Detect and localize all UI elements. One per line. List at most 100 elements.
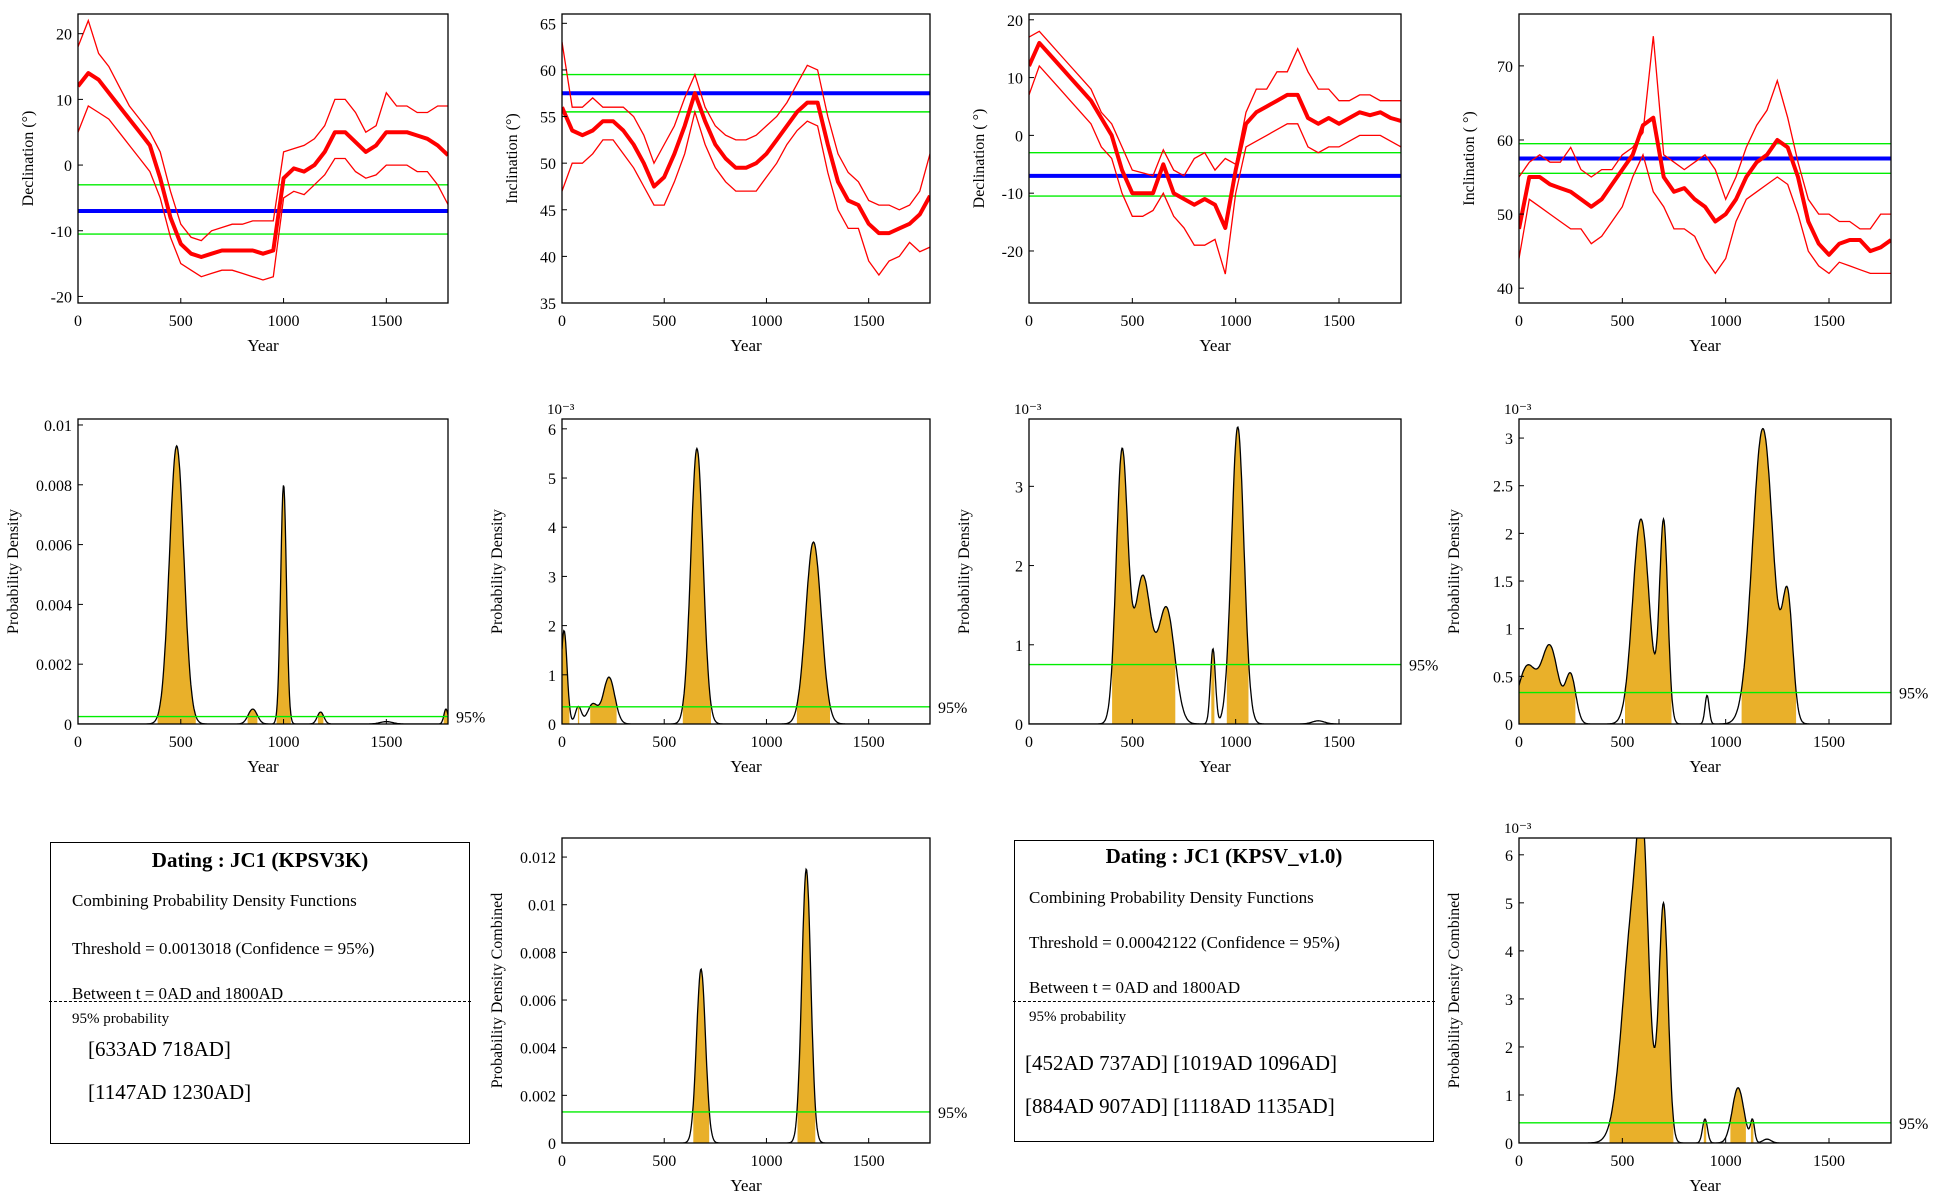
x-tick-label: 500 [1610,734,1634,751]
probability-area [157,445,196,724]
exponent-label: 10⁻³ [1504,402,1532,418]
probability-area [1519,644,1576,724]
y-tick-label: 50 [1497,207,1513,224]
x-tick-label: 1500 [1813,734,1845,751]
y-tick-label: 1 [1015,638,1023,655]
panel-line-method: Combining Probability Density Functions [1029,888,1314,907]
y-tick-label: 3 [1505,431,1513,448]
y-axis-label: Inclination (°) [504,113,521,203]
y-tick-label: 45 [540,203,556,220]
axes-frame [1518,418,1892,725]
x-tick-label: 500 [652,734,676,751]
y-tick-label: 1.5 [1493,574,1513,591]
y-tick-label: -10 [51,224,72,241]
panel-prob-label: 95% probability [1029,1009,1127,1025]
x-tick-label: 1500 [1323,734,1355,751]
threshold-label: 95% [456,710,485,727]
y-tick-label: 0 [64,717,72,734]
x-tick-label: 0 [74,313,82,330]
chart-pdf-3: 95% 10⁻³ 0 500 1000 1500 0 1 2 3 Year Probability D… [956,402,1438,776]
x-axis-label: Year [1199,336,1231,355]
axes-frame [561,418,931,725]
mean-curve [562,91,930,236]
panel-line-threshold: Threshold = 0.00042122 (Confidence = 95%… [1029,933,1340,952]
panel-interval: [633AD 718AD] [88,1037,231,1061]
x-tick-label: 1500 [1813,1153,1845,1170]
x-tick-label: 1000 [268,734,300,751]
x-tick-label: 500 [652,1153,676,1170]
x-tick-label: 1500 [853,1153,885,1170]
axes-frame [1518,837,1892,1144]
upper-envelope [78,18,448,242]
dating-panel-kpsv3k: Dating : JC1 (KPSV3K) Combining Probabil… [49,842,471,1144]
y-tick-label: 20 [1007,13,1023,30]
probability-area [577,706,580,724]
plot-area [562,446,930,724]
panel-line-range: Between t = 0AD and 1800AD [1029,978,1241,997]
x-tick-label: 500 [169,734,193,751]
threshold-label: 95% [1899,686,1928,703]
y-axis-label: Probability Density [5,509,22,634]
chart-incl-1: 0 500 1000 1500 35 40 45 50 55 60 65 Year Inclinatio… [504,13,931,355]
x-axis-label: Year [1689,1176,1721,1195]
y-tick-label: 0.002 [520,1088,556,1105]
y-tick-label: 2 [548,619,556,636]
panel-interval: [452AD 737AD] [1019AD 1096AD] [1025,1051,1338,1075]
y-tick-label: 20 [56,27,72,44]
threshold-label: 95% [1409,658,1438,675]
plot-area [1029,425,1401,724]
chart-decl-1: 0 500 1000 1500 -20 -10 0 10 20 Year Declination (… [20,13,449,355]
density-curve [78,444,448,724]
x-tick-label: 1500 [853,734,885,751]
chart-comb-1: 95% 0 500 1000 1500 0 0.002 0.004 0.006 0.008 0.01… [489,837,967,1195]
x-tick-label: 0 [1515,313,1523,330]
y-axis-label: Declination (°) [20,111,37,207]
y-axis-label: Declination ( °) [971,109,988,209]
y-tick-label: 0.002 [36,657,72,674]
panel-line-method: Combining Probability Density Functions [72,891,357,910]
y-tick-label: 60 [1497,133,1513,150]
x-tick-label: 1000 [750,1153,782,1170]
y-tick-label: 70 [1497,59,1513,76]
y-tick-label: 0 [548,717,556,734]
chart-pdf-4: 95% 10⁻³ 0 500 1000 1500 0 0.5 1 1.5 2 2.5 3 Year Prob… [1446,402,1928,776]
chart-pdf-2: 95% 10⁻³ 0 500 1000 1500 0 1 2 3 4 5 6 Year Probabilit… [489,402,967,776]
y-tick-label: 2.5 [1493,479,1513,496]
x-axis-label: Year [1689,757,1721,776]
probability-area [1609,838,1674,1143]
y-tick-label: 2 [1505,1040,1513,1057]
x-tick-label: 1500 [1323,313,1355,330]
x-tick-label: 1500 [370,313,402,330]
probability-area [562,630,570,724]
plot-area [78,444,448,724]
plot-area [562,867,930,1143]
mean-curve [78,71,448,259]
x-tick-label: 1000 [1220,313,1252,330]
y-tick-label: 5 [548,471,556,488]
y-axis-label: Probability Density [1446,509,1463,634]
x-tick-label: 0 [1025,734,1033,751]
y-tick-label: 0.004 [36,597,72,614]
probability-area [590,677,617,724]
probability-area [1703,1119,1707,1143]
probability-area [1211,648,1215,724]
plot-area [1029,30,1401,275]
y-tick-label: 1 [1505,622,1513,639]
panel-divider [1013,1001,1435,1002]
y-tick-label: 4 [548,520,556,537]
x-axis-label: Year [730,757,762,776]
probability-area [317,712,324,724]
lower-envelope [1029,64,1401,275]
x-tick-label: 500 [1120,313,1144,330]
probability-area [1625,519,1672,724]
panel-line-threshold: Threshold = 0.0013018 (Confidence = 95%) [72,939,375,958]
y-tick-label: 35 [540,296,556,313]
y-tick-label: 0 [1505,1136,1513,1153]
x-axis-label: Year [730,1176,762,1195]
axes-frame [1518,13,1892,304]
lower-envelope [1519,152,1891,275]
upper-envelope [1519,36,1891,230]
axes-frame [77,13,449,304]
